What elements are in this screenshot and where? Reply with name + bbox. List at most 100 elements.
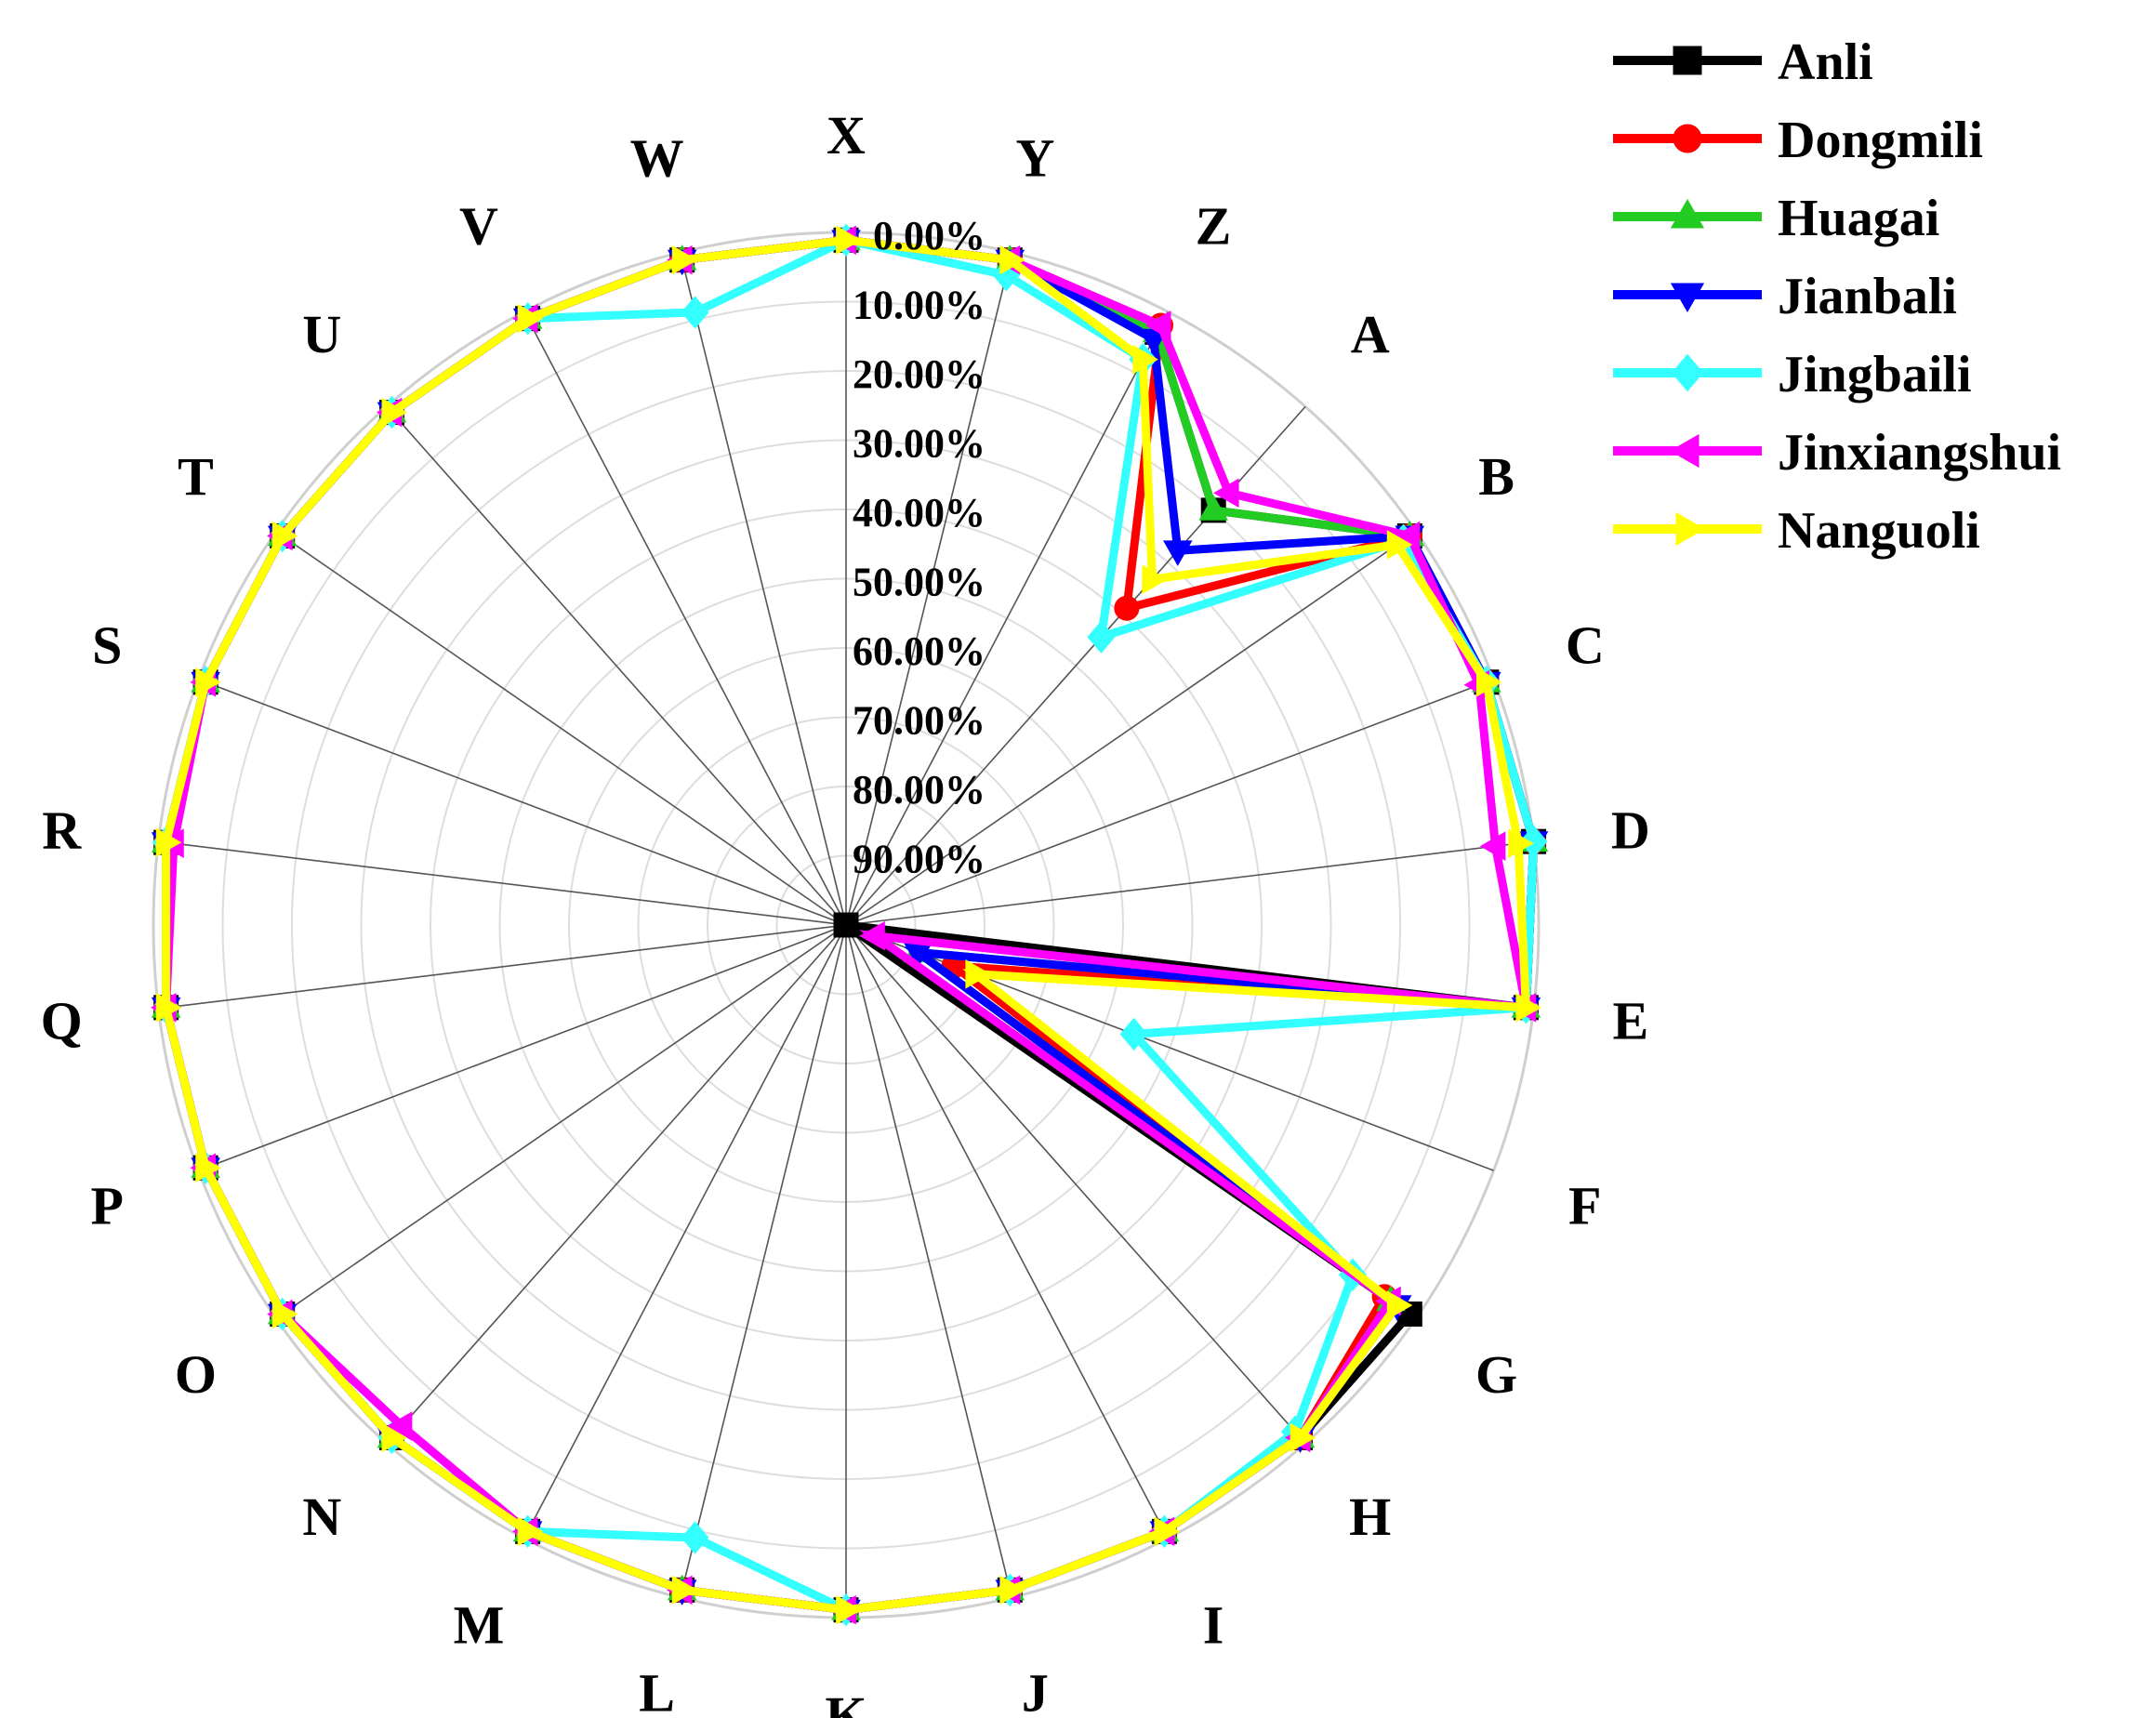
series-nanguoli bbox=[155, 225, 1541, 1625]
legend-label: Huagai bbox=[1778, 190, 1939, 247]
category-label: H bbox=[1349, 1487, 1391, 1547]
category-label: S bbox=[92, 615, 122, 676]
category-label: T bbox=[178, 446, 214, 507]
grid-spoke bbox=[198, 924, 847, 1171]
data-point bbox=[836, 1594, 862, 1625]
data-point bbox=[1475, 667, 1502, 697]
data-point bbox=[681, 1521, 709, 1554]
data-point bbox=[1479, 831, 1506, 862]
data-point bbox=[1508, 828, 1534, 859]
grid-spoke bbox=[845, 679, 1494, 926]
grid-spoke bbox=[158, 924, 847, 1010]
legend-label: Jingbaili bbox=[1778, 346, 1972, 403]
legend-label: Jianbali bbox=[1778, 268, 1957, 325]
ring-label: 70.00% bbox=[853, 698, 985, 744]
data-point bbox=[271, 521, 298, 551]
category-label: P bbox=[91, 1175, 124, 1236]
data-point bbox=[1519, 825, 1548, 858]
data-point bbox=[681, 296, 709, 329]
category-label: Y bbox=[1015, 128, 1054, 189]
data-point bbox=[1132, 344, 1158, 375]
category-label: U bbox=[302, 304, 341, 364]
category-label: B bbox=[1478, 446, 1514, 507]
grid-spoke bbox=[386, 405, 847, 926]
grid-spoke bbox=[679, 252, 847, 926]
category-label: E bbox=[1612, 990, 1648, 1051]
data-point bbox=[1213, 478, 1239, 509]
data-point bbox=[1515, 992, 1541, 1023]
category-label: M bbox=[454, 1595, 505, 1656]
legend-label: Nanguoli bbox=[1778, 502, 1980, 560]
data-point bbox=[155, 992, 182, 1023]
data-point bbox=[833, 912, 859, 938]
grid-spoke bbox=[845, 924, 1169, 1540]
data-point bbox=[999, 244, 1025, 275]
grid-spoke bbox=[275, 924, 847, 1319]
data-point bbox=[1154, 1516, 1180, 1547]
data-point bbox=[1673, 46, 1702, 75]
category-label: A bbox=[1351, 304, 1390, 364]
grid-spoke bbox=[523, 924, 847, 1540]
radar-grid bbox=[152, 231, 1541, 1619]
ring-label: 30.00% bbox=[853, 421, 985, 467]
data-point bbox=[381, 1422, 408, 1453]
category-label: R bbox=[42, 800, 82, 861]
grid-spoke bbox=[845, 252, 1013, 926]
data-point bbox=[859, 920, 885, 951]
ring-label: 90.00% bbox=[853, 837, 985, 882]
data-point bbox=[1142, 564, 1168, 595]
data-point bbox=[1114, 595, 1140, 621]
series-layer bbox=[151, 223, 1549, 1627]
data-point bbox=[1669, 433, 1700, 469]
data-point bbox=[195, 667, 221, 697]
data-point bbox=[1670, 198, 1705, 229]
data-point bbox=[965, 959, 991, 989]
grid-spoke bbox=[198, 679, 847, 926]
grid-spoke bbox=[275, 531, 847, 926]
category-label: J bbox=[1022, 1662, 1049, 1718]
data-point bbox=[1673, 124, 1702, 153]
ring-label: 60.00% bbox=[853, 628, 985, 674]
ring-label: 0.00% bbox=[873, 213, 985, 258]
legend-label: Anli bbox=[1778, 33, 1873, 91]
ring-label: 50.00% bbox=[853, 560, 985, 605]
ring-label: 80.00% bbox=[853, 767, 985, 813]
data-point bbox=[386, 1411, 413, 1441]
data-point bbox=[1670, 283, 1705, 313]
legend-label: Dongmili bbox=[1778, 112, 1983, 169]
category-label: W bbox=[630, 128, 684, 189]
category-label: N bbox=[302, 1487, 341, 1547]
grid-spoke bbox=[158, 840, 847, 926]
category-label: Z bbox=[1196, 195, 1232, 256]
data-point bbox=[1671, 353, 1704, 392]
data-point bbox=[836, 225, 862, 256]
data-point bbox=[195, 1153, 221, 1183]
grid-spoke bbox=[845, 924, 1013, 1598]
data-point bbox=[999, 1575, 1025, 1606]
grid-spoke bbox=[523, 311, 847, 926]
grid-spoke bbox=[845, 531, 1417, 926]
legend-label: Jinxiangshui bbox=[1778, 424, 2061, 482]
category-label: O bbox=[175, 1344, 217, 1405]
ring-label: 10.00% bbox=[853, 283, 985, 328]
grid-spoke bbox=[679, 924, 847, 1598]
data-point bbox=[517, 303, 544, 334]
category-label: L bbox=[639, 1662, 675, 1718]
category-label: G bbox=[1475, 1344, 1517, 1405]
ring-label: 20.00% bbox=[853, 351, 985, 397]
grid-spoke bbox=[845, 924, 1306, 1445]
category-label: C bbox=[1566, 615, 1605, 676]
data-point bbox=[1386, 530, 1413, 560]
data-point bbox=[381, 397, 408, 428]
data-point bbox=[1087, 620, 1116, 654]
category-label: V bbox=[459, 195, 498, 256]
data-point bbox=[1119, 1017, 1148, 1051]
category-label: F bbox=[1568, 1175, 1601, 1236]
data-point bbox=[1144, 311, 1171, 340]
category-label: Q bbox=[41, 990, 83, 1051]
data-point bbox=[1386, 1290, 1413, 1320]
data-point bbox=[271, 1299, 298, 1329]
category-label: K bbox=[825, 1685, 866, 1718]
